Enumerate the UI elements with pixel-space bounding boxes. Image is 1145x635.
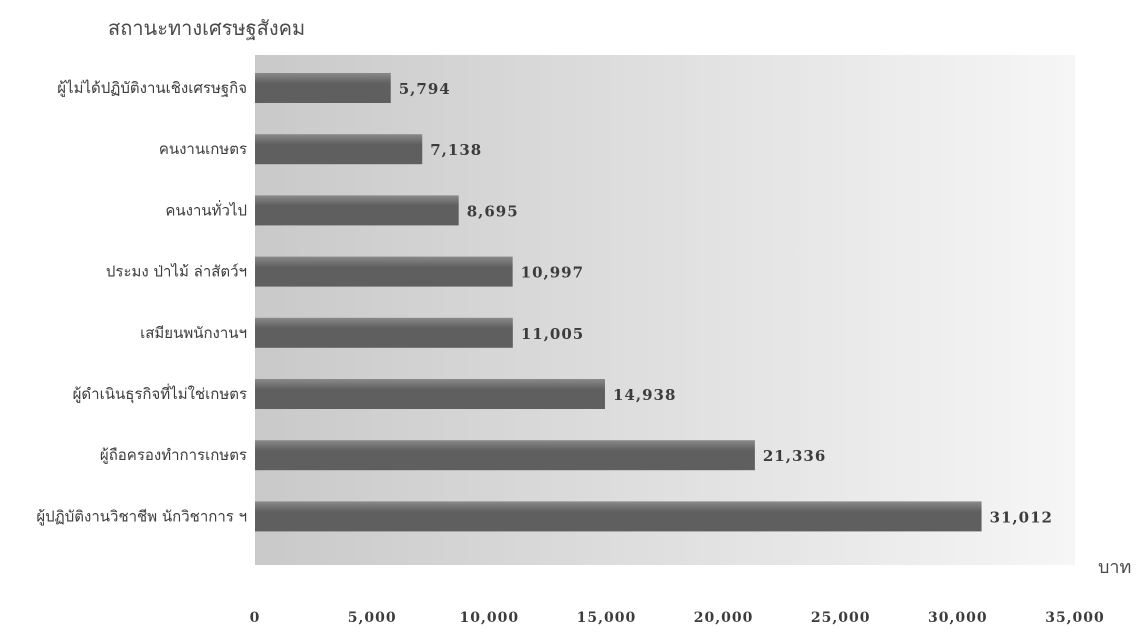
plot-area — [255, 55, 1075, 565]
chart-title: สถานะทางเศรษฐสังคม — [108, 16, 305, 40]
bar — [255, 501, 982, 532]
bar — [255, 256, 513, 287]
data-label: 7,138 — [430, 141, 482, 159]
data-label: 14,938 — [613, 386, 676, 404]
bar — [255, 440, 755, 471]
bar — [255, 379, 605, 409]
category-label: ผู้ถือครองทำการเกษตร — [100, 446, 247, 464]
bar — [255, 134, 423, 165]
x-tick-label: 10,000 — [459, 610, 519, 626]
category-label: เสมียนพนักงานฯ — [140, 324, 247, 342]
data-label: 8,695 — [467, 202, 519, 220]
category-label: ผู้ปฏิบัติงานวิชาชีพ นักวิชาการ ฯ — [36, 507, 247, 525]
category-label: คนงานทั่วไป — [165, 199, 247, 219]
category-label: ผู้ดำเนินธุรกิจที่ไม่ใช่เกษตร — [73, 383, 247, 404]
data-labels: 5,794 7,138 8,695 10,997 11,005 14,938 21,336 3… — [399, 80, 1053, 526]
category-labels: ผู้ไม่ได้ปฏิบัติงานเชิงเศรษฐกิจคนงานเกษต… — [36, 79, 247, 525]
x-tick-label: 25,000 — [811, 610, 871, 626]
x-tick-label: 5,000 — [348, 610, 397, 626]
x-tick-label: 0 — [250, 610, 261, 626]
data-label: 31,012 — [990, 508, 1053, 526]
bar — [255, 73, 391, 103]
x-tick-label: 35,000 — [1045, 610, 1105, 626]
bars-layer — [255, 73, 982, 532]
bar — [255, 195, 459, 226]
x-tick-label: 20,000 — [694, 610, 754, 626]
x-tick-label: 30,000 — [928, 610, 988, 626]
category-label: คนงานเกษตร — [159, 140, 247, 158]
x-tick-label: 15,000 — [577, 610, 637, 626]
category-label: ประมง ป่าไม้ ล่าสัตว์ฯ — [106, 263, 247, 281]
category-label: ผู้ไม่ได้ปฏิบัติงานเชิงเศรษฐกิจ — [57, 79, 247, 97]
bar — [255, 317, 513, 348]
data-label: 21,336 — [763, 447, 826, 465]
x-axis-unit-label: บาท — [1098, 557, 1131, 578]
x-axis-tick-labels: 0 5,000 10,000 15,000 20,000 25,000 30,000 35,0… — [250, 610, 1105, 626]
data-label: 11,005 — [521, 325, 584, 343]
data-label: 5,794 — [399, 80, 451, 98]
data-label: 10,997 — [521, 264, 584, 282]
